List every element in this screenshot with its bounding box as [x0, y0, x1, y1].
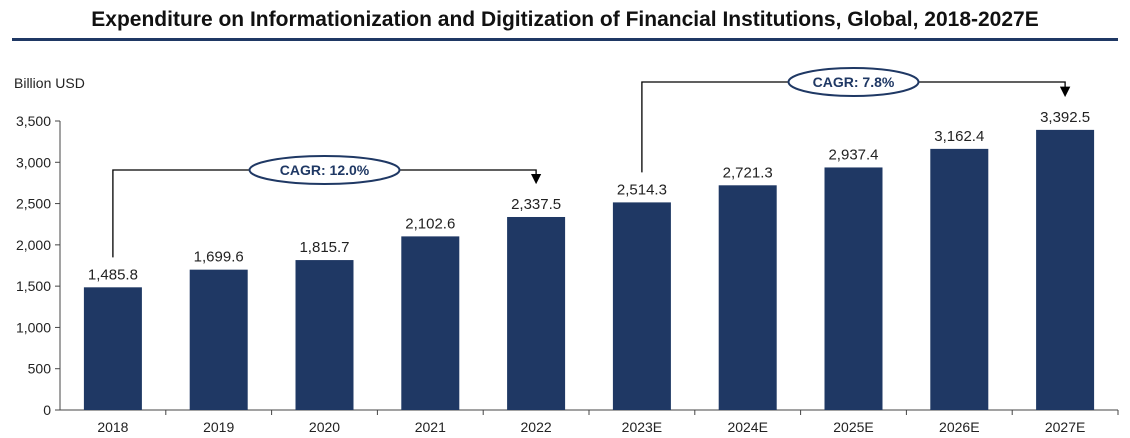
data-label: 3,392.5 [1040, 109, 1090, 126]
x-tick-label: 2026E [939, 419, 979, 435]
title-divider [12, 38, 1118, 41]
bar [824, 167, 883, 410]
cagr-label: CAGR: 12.0% [280, 162, 370, 178]
data-label: 1,815.7 [299, 239, 349, 256]
data-label: 1,485.8 [88, 266, 138, 283]
bar [930, 148, 989, 411]
x-tick-label: 2024E [727, 419, 767, 435]
x-tick-label: 2023E [622, 419, 662, 435]
x-tick-label: 2018 [97, 419, 128, 435]
bar [189, 269, 248, 410]
cagr-label: CAGR: 7.8% [813, 74, 895, 90]
y-axis-label: Billion USD [14, 75, 85, 91]
y-tick-label: 0 [43, 402, 51, 418]
x-tick-label: 2021 [415, 419, 446, 435]
bar [1036, 129, 1095, 410]
bar [295, 260, 354, 410]
data-label: 2,337.5 [511, 196, 561, 213]
bar [718, 185, 777, 410]
x-tick-label: 2019 [203, 419, 234, 435]
data-label: 1,699.6 [194, 249, 244, 266]
x-tick-label: 2027E [1045, 419, 1085, 435]
data-label: 2,937.4 [828, 146, 878, 163]
x-tick-label: 2022 [521, 419, 552, 435]
bar [401, 236, 460, 410]
y-tick-label: 1,000 [16, 319, 51, 335]
bar [507, 216, 566, 410]
y-tick-label: 2,500 [16, 196, 51, 212]
cagr-badge [248, 155, 401, 185]
y-tick-label: 3,500 [16, 113, 51, 129]
bar [612, 202, 671, 410]
y-tick-label: 3,000 [16, 154, 51, 170]
y-tick-label: 500 [28, 361, 52, 377]
cagr-badge [787, 67, 920, 97]
y-tick-label: 1,500 [16, 278, 51, 294]
data-label: 2,102.6 [405, 215, 455, 232]
data-label: 2,514.3 [617, 181, 667, 198]
bar [83, 287, 142, 410]
x-tick-label: 2020 [309, 419, 340, 435]
y-tick-label: 2,000 [16, 237, 51, 253]
data-label: 3,162.4 [934, 128, 984, 145]
x-tick-label: 2025E [833, 419, 873, 435]
data-label: 2,721.3 [723, 164, 773, 181]
chart-title: Expenditure on Informationization and Di… [91, 8, 1039, 31]
